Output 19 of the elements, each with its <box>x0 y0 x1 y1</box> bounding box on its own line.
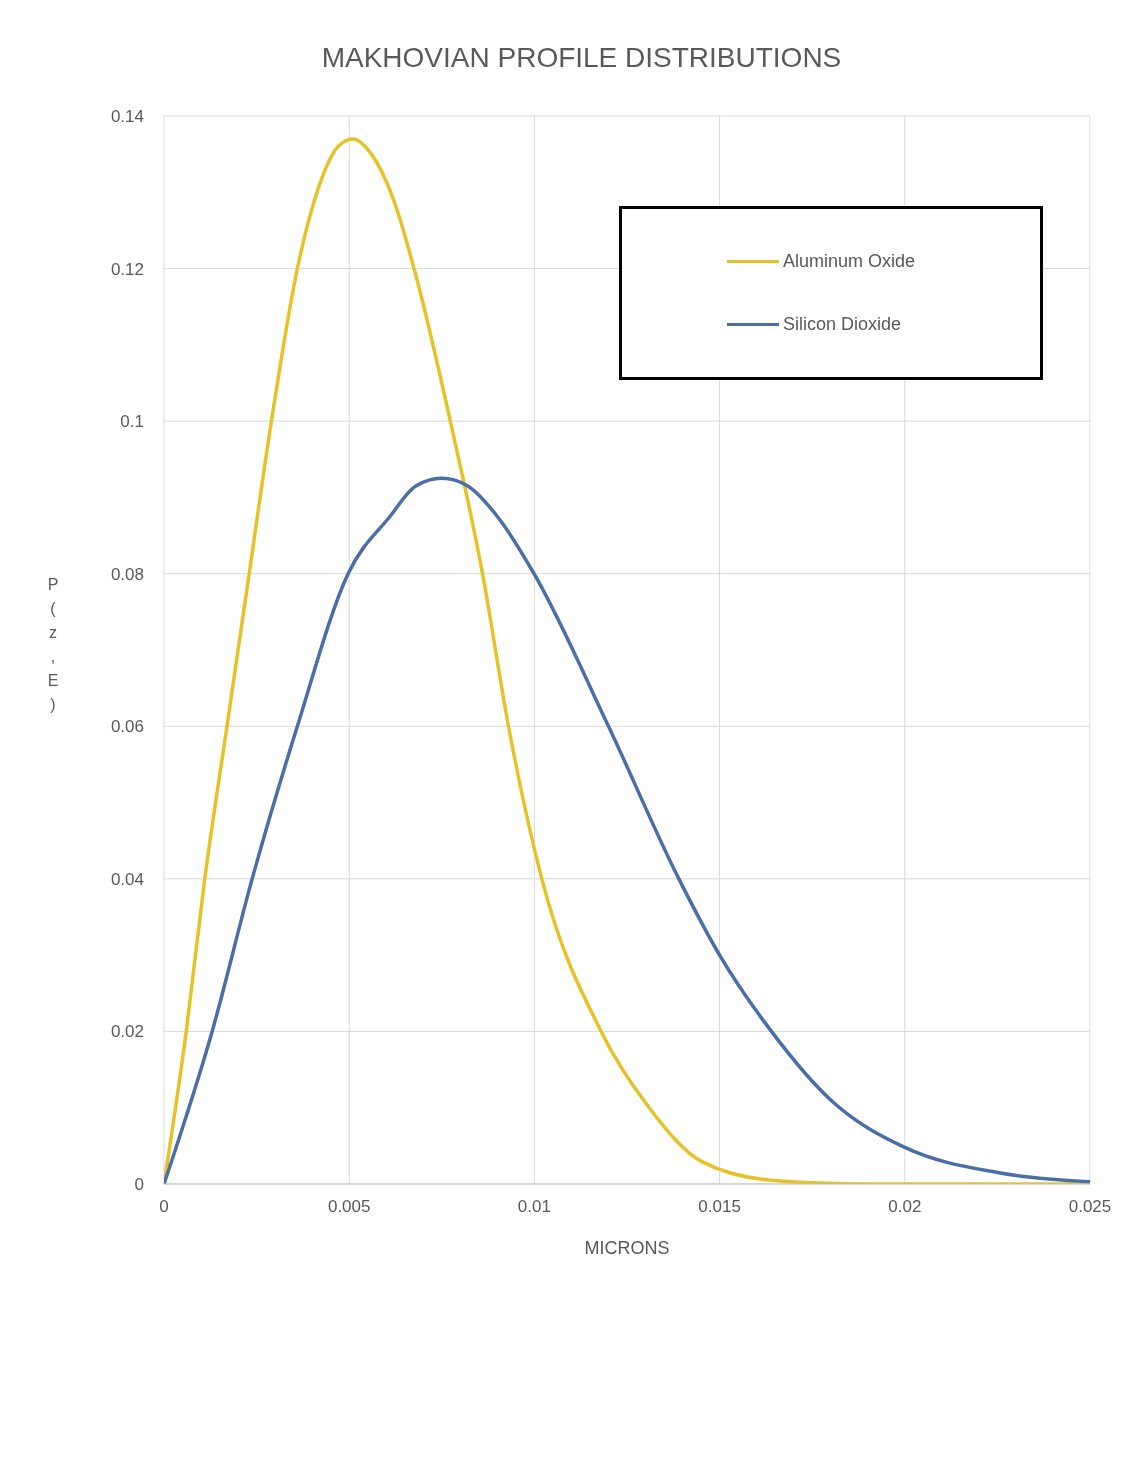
chart-title: MAKHOVIAN PROFILE DISTRIBUTIONS <box>320 42 843 74</box>
x-tick-label: 0.005 <box>327 1197 371 1217</box>
y-tick-label: 0.06 <box>110 717 144 737</box>
y-tick-label: 0.14 <box>110 107 144 127</box>
y-tick-label: 0.1 <box>120 412 144 432</box>
legend-label: Silicon Dioxide <box>783 314 902 335</box>
x-tick-label: 0.01 <box>517 1197 551 1217</box>
x-tick-label: 0.015 <box>698 1197 741 1217</box>
y-tick-label: 0.02 <box>110 1022 144 1042</box>
y-tick-label: 0.12 <box>110 259 144 279</box>
y-tick-label: 0 <box>134 1175 144 1195</box>
y-tick-label: 0.08 <box>110 564 144 584</box>
x-tick-label: 0 <box>159 1197 169 1217</box>
legend-label: Aluminum Oxide <box>783 251 916 272</box>
x-axis-title: MICRONS <box>584 1238 670 1258</box>
x-tick-label: 0.02 <box>888 1197 922 1217</box>
y-axis-title: P(z,E) <box>47 576 59 713</box>
x-tick-label: 0.025 <box>1068 1197 1112 1217</box>
y-tick-label: 0.04 <box>110 869 144 889</box>
